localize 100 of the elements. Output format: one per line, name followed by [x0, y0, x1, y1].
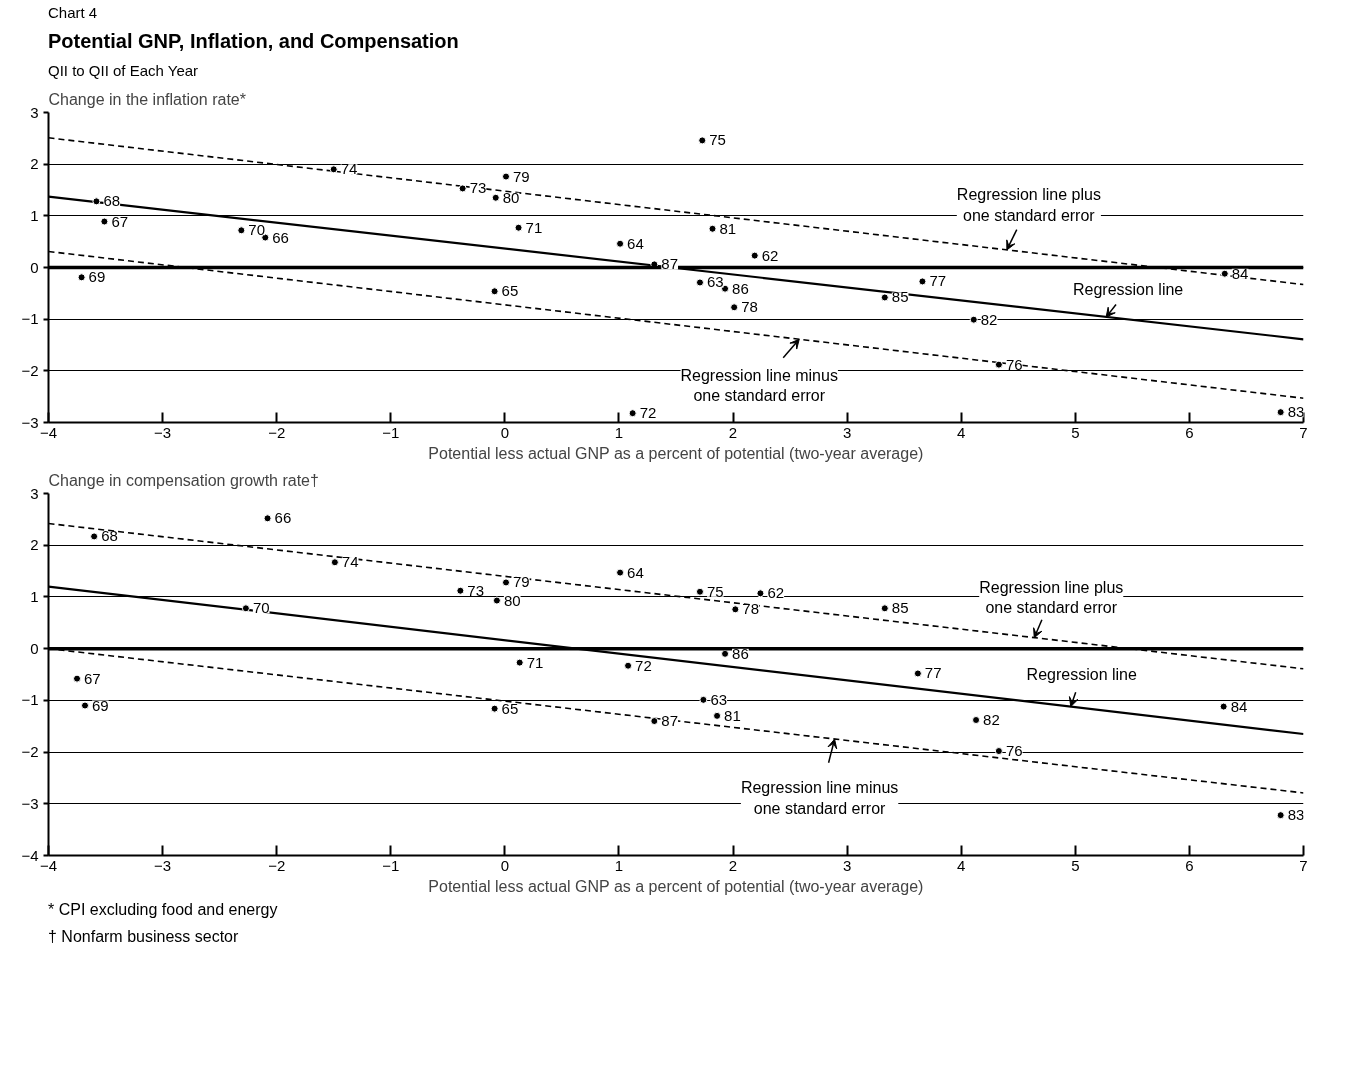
point — [92, 197, 101, 206]
annotation: 70 — [248, 221, 265, 239]
annotation: Regression line plus one standard error — [979, 579, 1124, 617]
x-tick-label: 7 — [1299, 856, 1308, 874]
x-tick-label: 6 — [1185, 423, 1194, 441]
x-tick-label: 5 — [1071, 856, 1080, 874]
y-tick-label: 2 — [30, 536, 39, 554]
x-tick-label: −1 — [382, 856, 400, 874]
annotation: 86 — [732, 645, 749, 663]
annotation: 68 — [103, 192, 121, 210]
y-tick-label: 0 — [30, 258, 39, 276]
point — [241, 604, 250, 613]
point — [100, 217, 109, 226]
annotation: 79 — [513, 167, 530, 185]
annotation: 69 — [88, 268, 106, 286]
point — [708, 225, 717, 234]
annotation: 83 — [1287, 806, 1305, 824]
annotation: 80 — [503, 591, 521, 609]
point — [969, 316, 978, 325]
y-axis-title: Change in the inflation rate* — [48, 90, 246, 108]
point — [731, 605, 740, 614]
point — [994, 747, 1003, 756]
point — [1220, 270, 1229, 279]
point — [713, 712, 722, 721]
point — [880, 293, 889, 302]
point — [329, 165, 338, 174]
annotation: 72 — [635, 657, 652, 675]
point — [263, 514, 272, 523]
annotation: 86 — [732, 280, 749, 298]
point — [77, 273, 86, 282]
annotation: 85 — [891, 288, 909, 306]
annotation: 87 — [661, 255, 679, 273]
point — [695, 588, 704, 597]
point — [490, 705, 499, 714]
x-tick-label: 2 — [728, 423, 738, 441]
annotation: 74 — [341, 553, 359, 571]
annotation: 69 — [92, 696, 109, 714]
annotation: 63 — [706, 273, 724, 291]
x-tick-label: 4 — [957, 856, 966, 874]
y-tick-label: 2 — [30, 155, 39, 173]
x-axis-title: Potential less actual GNP as a percent of potential (two-year average) — [428, 877, 924, 895]
annotation: 77 — [924, 664, 942, 682]
annotation: 77 — [929, 272, 947, 290]
point — [1219, 702, 1228, 711]
x-tick-label: 3 — [842, 423, 852, 441]
annotation: Regression line plus one standard error — [956, 186, 1101, 225]
annotation: 70 — [252, 599, 270, 617]
annotation: 73 — [469, 179, 487, 197]
x-tick-label: 6 — [1185, 856, 1194, 874]
annotation: 66 — [274, 509, 292, 527]
point — [237, 226, 246, 235]
annotation: 84 — [1230, 697, 1248, 715]
caption: Chart 4 — [48, 3, 98, 23]
point — [81, 701, 90, 710]
y-tick-label: −3 — [21, 795, 39, 813]
point — [73, 675, 82, 684]
point — [721, 650, 730, 659]
point — [261, 233, 270, 242]
annotation: 73 — [467, 582, 485, 600]
y-axis-title: Change in compensation growth rate† — [48, 471, 319, 489]
x-tick-label: −2 — [268, 856, 286, 874]
point — [913, 669, 922, 678]
annotation: 62 — [767, 584, 785, 602]
x-axis-title: Potential less actual GNP as a percent of potential (two-year average) — [428, 444, 924, 462]
annotation: Regression line minus one standard error — [740, 779, 899, 818]
annotation: 71 — [525, 219, 543, 237]
annotation: 84 — [1231, 265, 1249, 283]
point — [650, 717, 659, 726]
annotation: 80 — [502, 189, 520, 207]
x-tick-label: 0 — [500, 423, 510, 441]
point — [918, 277, 927, 286]
annotation: 67 — [84, 670, 101, 688]
point — [616, 240, 625, 249]
annotation: Regression line minus one standard error — [680, 367, 838, 405]
annotation: 63 — [710, 691, 728, 709]
annotation: 68 — [101, 527, 118, 545]
y-tick-label: 1 — [30, 588, 39, 606]
point — [90, 532, 99, 541]
point — [458, 184, 467, 193]
point — [695, 278, 704, 287]
x-tick-label: −3 — [154, 856, 172, 874]
annotation: 64 — [627, 235, 644, 253]
point — [492, 596, 501, 605]
chart-subtitle: QII to QII of Each Year — [48, 61, 199, 81]
annotation: 81 — [724, 707, 741, 725]
annotation: 67 — [111, 212, 129, 230]
annotation: Regression line — [1026, 666, 1137, 684]
annotation: 78 — [742, 600, 760, 618]
annotation: 64 — [627, 564, 644, 582]
annotation: 75 — [709, 131, 726, 149]
x-tick-label: 1 — [614, 423, 624, 441]
y-tick-label: 0 — [30, 640, 39, 658]
point — [1276, 811, 1285, 820]
x-tick-label: 1 — [614, 856, 624, 874]
annotation: Regression line — [1072, 281, 1184, 299]
annotation: 65 — [501, 282, 519, 300]
point — [880, 604, 889, 613]
point — [756, 589, 765, 598]
point — [994, 361, 1003, 370]
x-tick-label: 2 — [728, 856, 738, 874]
